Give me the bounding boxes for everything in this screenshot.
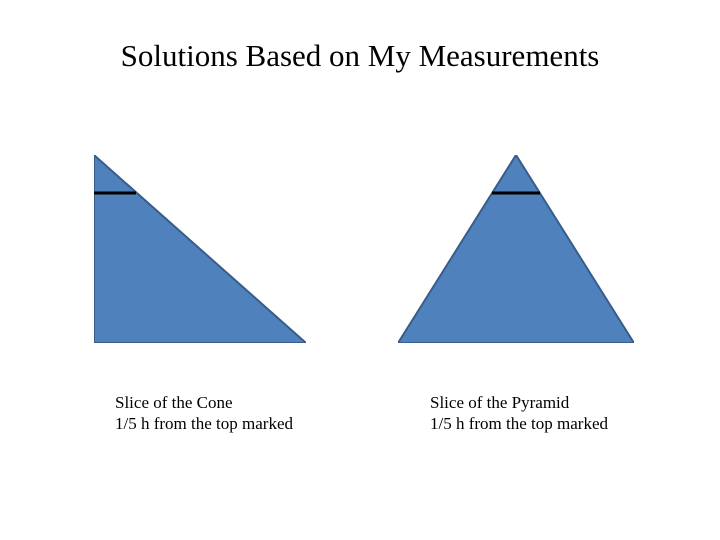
pyramid-triangle — [398, 155, 634, 343]
pyramid-caption: Slice of the Pyramid 1/5 h from the top … — [430, 392, 608, 435]
pyramid-shape — [398, 155, 634, 343]
cone-triangle — [94, 155, 306, 343]
pyramid-caption-line2: 1/5 h from the top marked — [430, 413, 608, 434]
cone-caption-line2: 1/5 h from the top marked — [115, 413, 293, 434]
cone-caption-line1: Slice of the Cone — [115, 392, 293, 413]
cone-shape — [94, 155, 306, 343]
cone-diagram — [94, 155, 306, 348]
pyramid-caption-line1: Slice of the Pyramid — [430, 392, 608, 413]
cone-caption: Slice of the Cone 1/5 h from the top mar… — [115, 392, 293, 435]
pyramid-diagram — [398, 155, 634, 348]
page-title: Solutions Based on My Measurements — [0, 38, 720, 74]
